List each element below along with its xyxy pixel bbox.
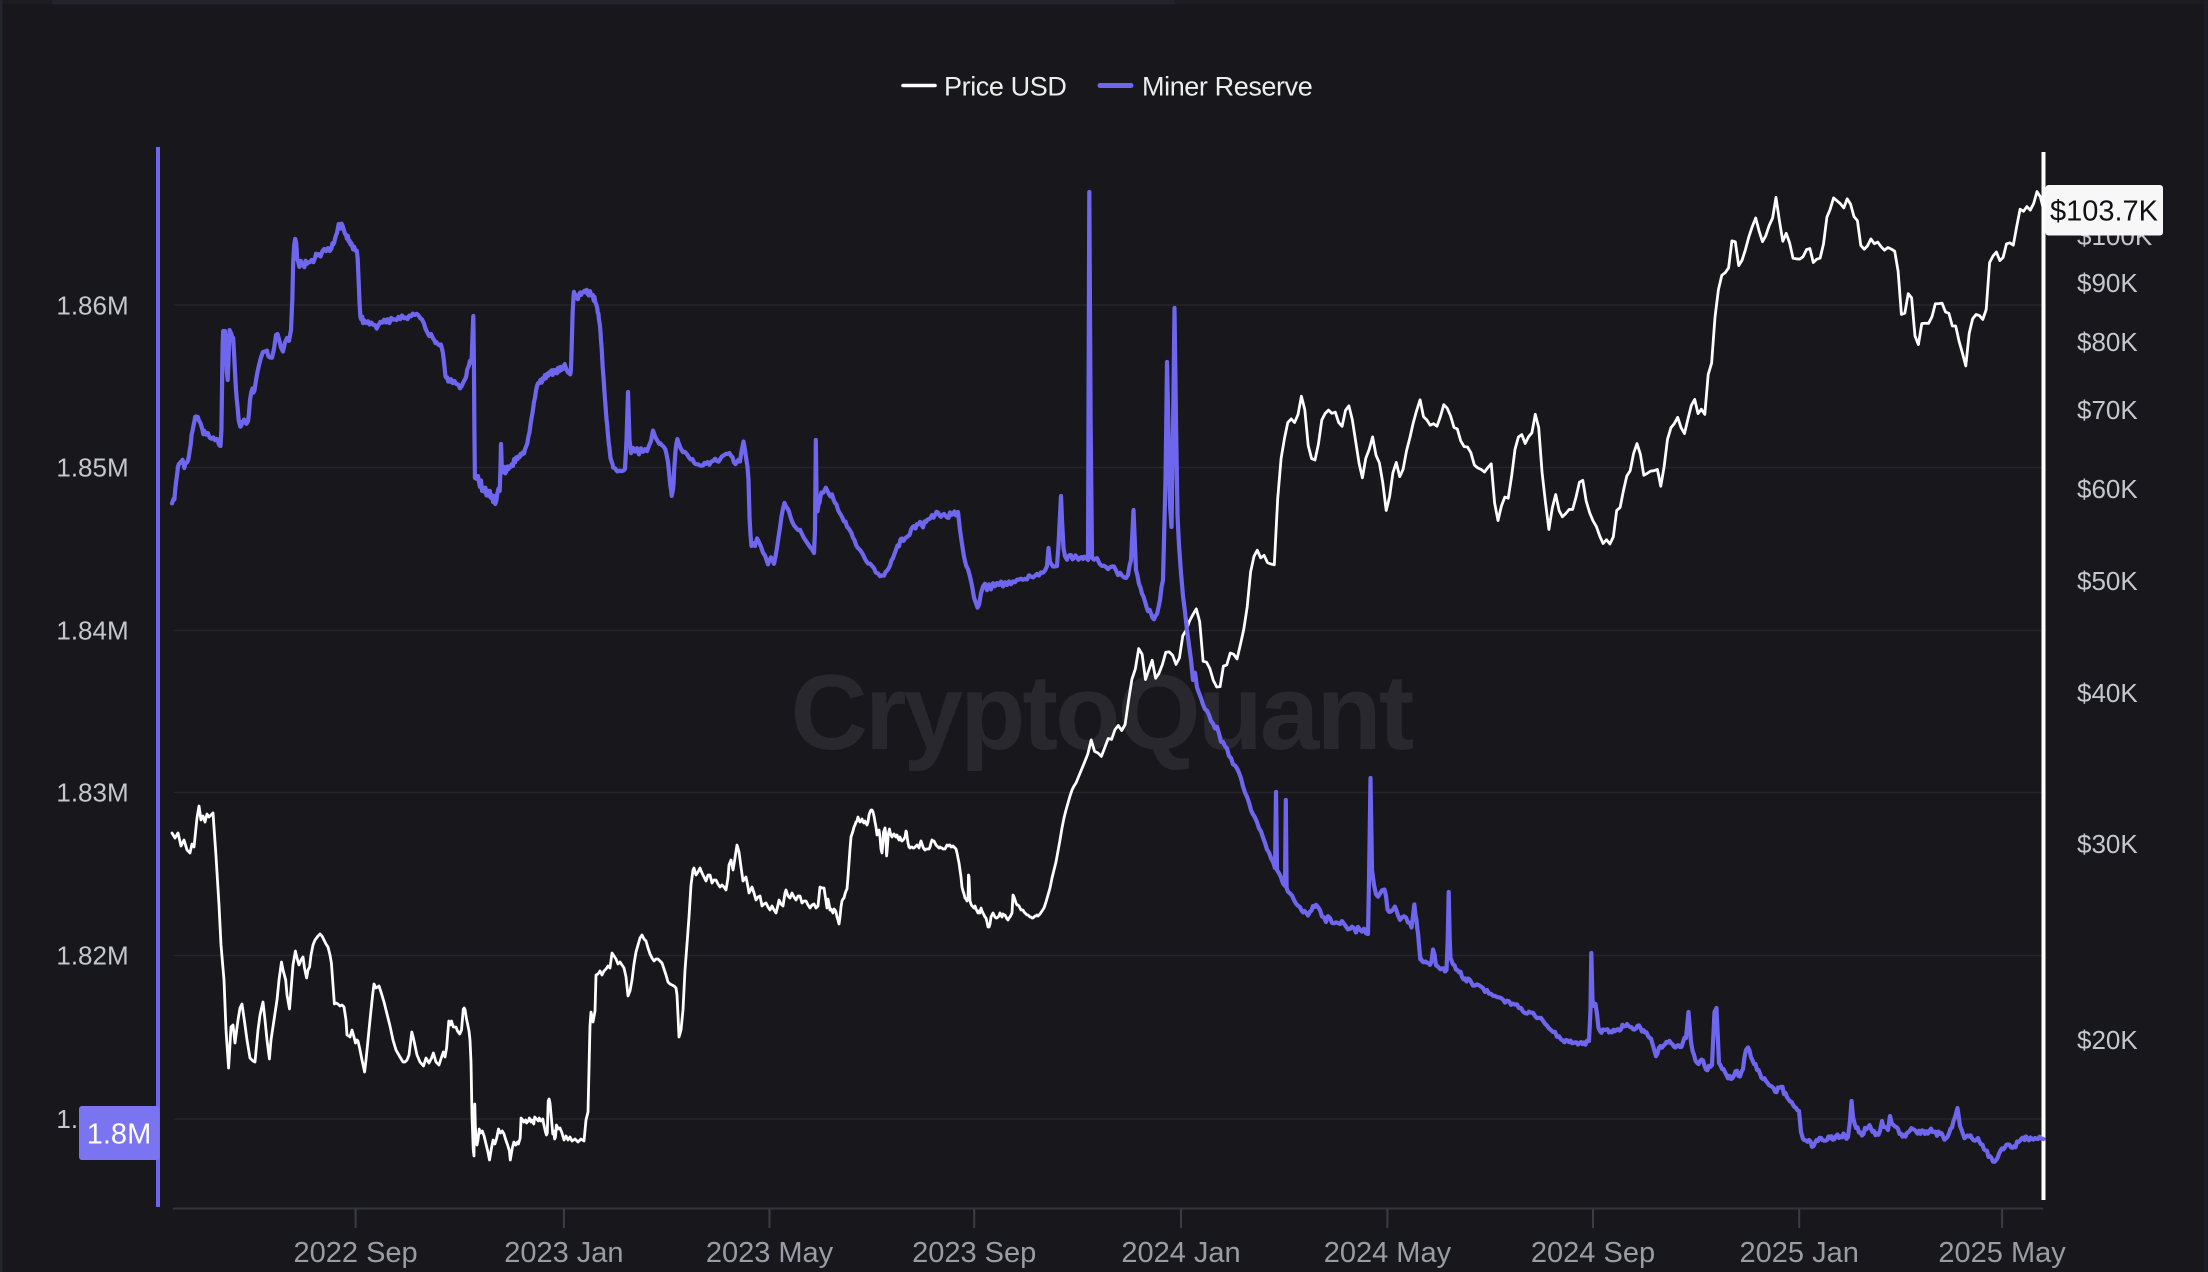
svg-text:1.85M: 1.85M [56,453,128,483]
svg-text:$80K: $80K [2077,327,2138,357]
svg-text:2025 Jan: 2025 Jan [1740,1237,1859,1269]
svg-text:$60K: $60K [2077,474,2138,504]
svg-text:1.83M: 1.83M [56,778,128,808]
svg-text:1.8M: 1.8M [87,1119,151,1151]
svg-text:$30K: $30K [2077,829,2138,859]
svg-text:1.84M: 1.84M [56,616,128,646]
svg-text:2023 Jan: 2023 Jan [504,1237,623,1269]
svg-text:1.82M: 1.82M [56,941,128,971]
svg-text:Price USD: Price USD [944,72,1066,102]
svg-text:2024 May: 2024 May [1324,1237,1452,1269]
svg-text:2025 May: 2025 May [1938,1237,2066,1269]
svg-text:2024 Jan: 2024 Jan [1121,1237,1240,1269]
svg-text:$20K: $20K [2077,1025,2138,1055]
svg-text:2023 Sep: 2023 Sep [912,1237,1036,1269]
svg-text:$40K: $40K [2077,678,2138,708]
svg-text:Miner Reserve: Miner Reserve [1142,72,1312,102]
svg-text:2023 May: 2023 May [706,1237,834,1269]
svg-text:$90K: $90K [2077,268,2138,298]
svg-text:$70K: $70K [2077,395,2138,425]
svg-text:1.86M: 1.86M [56,291,128,321]
svg-text:$103.7K: $103.7K [2050,196,2159,228]
svg-text:2024 Sep: 2024 Sep [1531,1237,1655,1269]
svg-text:2022 Sep: 2022 Sep [294,1237,418,1269]
svg-text:$50K: $50K [2077,566,2138,596]
